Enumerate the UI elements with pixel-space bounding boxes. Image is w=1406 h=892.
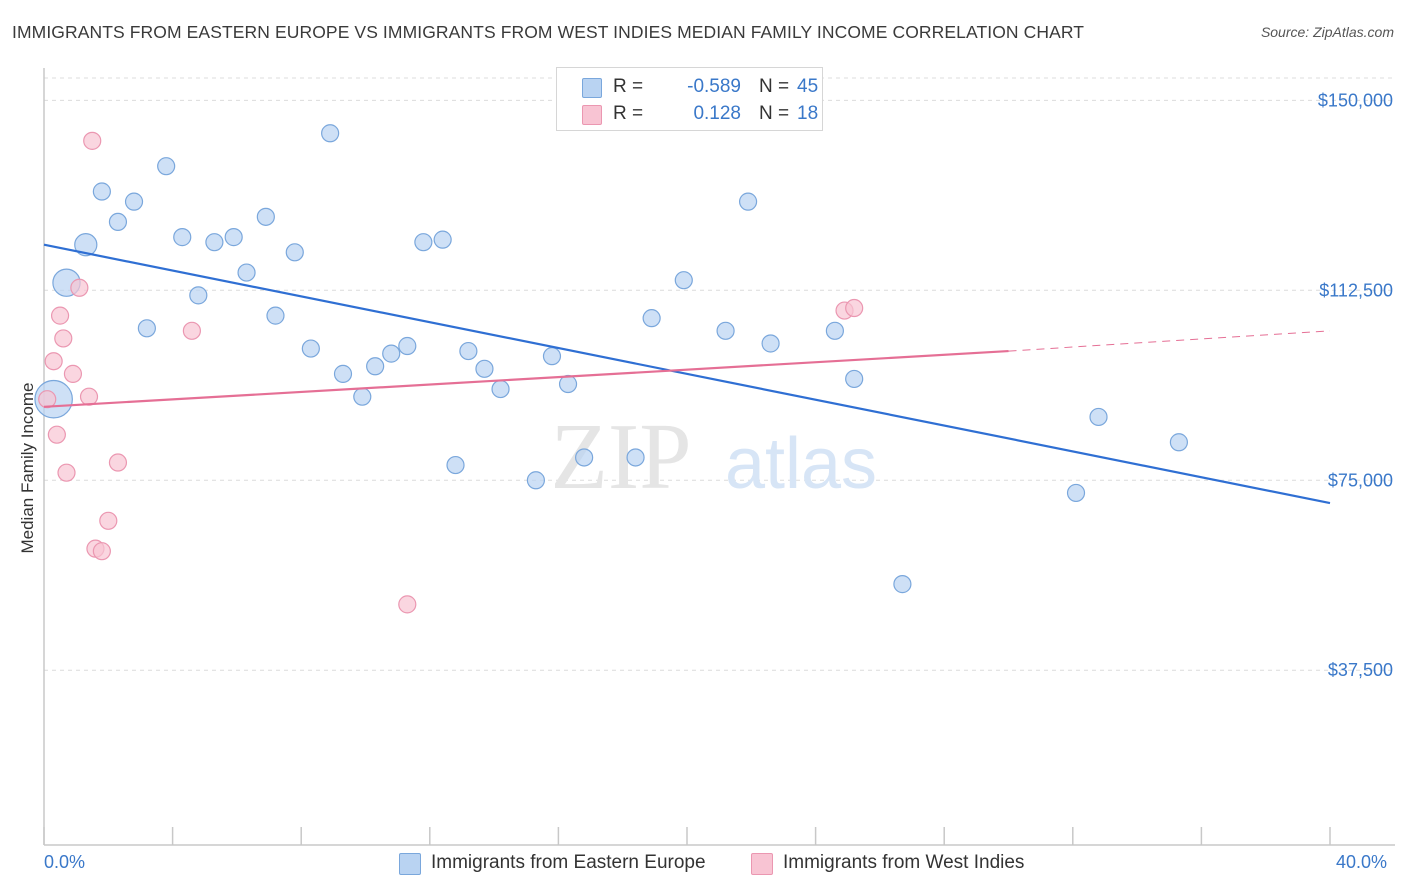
point-eastern-europe <box>558 374 578 394</box>
point-west-indies <box>92 542 111 561</box>
point-west-indies <box>47 425 66 444</box>
series-label: Immigrants from Eastern Europe <box>431 852 706 873</box>
legend-r-value: -0.589 <box>687 76 741 97</box>
point-eastern-europe <box>173 228 192 247</box>
point-eastern-europe <box>301 339 320 358</box>
point-eastern-europe <box>542 347 562 366</box>
y-tick-label: $75,000 <box>1328 470 1393 490</box>
point-eastern-europe <box>674 271 693 290</box>
source-note: Source: ZipAtlas.com <box>1260 24 1394 40</box>
point-eastern-europe <box>1066 483 1086 503</box>
point-eastern-europe <box>74 233 98 257</box>
point-eastern-europe <box>285 243 304 262</box>
correlation-legend: R = -0.589 N = 45 R = 0.128 N = 18 <box>556 67 823 131</box>
point-eastern-europe <box>575 448 594 467</box>
y-axis-title: Median Family Income <box>18 382 37 554</box>
legend-r-label: R = <box>613 103 644 124</box>
point-eastern-europe <box>845 369 864 389</box>
point-eastern-europe <box>526 471 545 490</box>
point-eastern-europe <box>738 192 758 211</box>
point-eastern-europe <box>761 334 780 353</box>
point-west-indies <box>50 306 70 325</box>
point-eastern-europe <box>353 387 372 406</box>
point-west-indies <box>54 329 73 348</box>
series-label: Immigrants from West Indies <box>783 852 1025 873</box>
point-eastern-europe <box>266 306 285 325</box>
y-tick-label: $150,000 <box>1318 90 1393 110</box>
point-eastern-europe <box>92 182 111 201</box>
point-eastern-europe <box>642 309 661 328</box>
point-eastern-europe <box>893 575 912 594</box>
point-west-indies <box>44 352 63 371</box>
point-eastern-europe <box>224 228 243 247</box>
point-eastern-europe <box>366 357 385 376</box>
axes <box>43 68 1395 846</box>
point-eastern-europe <box>382 344 401 363</box>
point-eastern-europe <box>108 212 128 232</box>
point-west-indies <box>63 364 83 383</box>
legend-swatch-pink <box>582 105 602 125</box>
y-tick-label: $37,500 <box>1328 660 1393 680</box>
y-tick-labels: $37,500 $75,000 $112,500 $150,000 <box>1318 90 1393 680</box>
point-west-indies <box>83 131 102 150</box>
legend-n-label: N = <box>759 103 790 124</box>
series-swatch-blue <box>399 853 421 875</box>
point-west-indies <box>108 453 128 472</box>
trend-lines <box>43 243 1331 505</box>
data-points <box>34 124 1188 614</box>
point-eastern-europe <box>626 448 645 467</box>
point-west-indies <box>79 387 99 406</box>
point-west-indies <box>99 511 118 530</box>
legend-n-value: 45 <box>797 76 819 97</box>
chart-title: IMMIGRANTS FROM EASTERN EUROPE VS IMMIGR… <box>12 22 1085 42</box>
point-eastern-europe <box>1169 433 1188 452</box>
point-west-indies <box>398 595 417 614</box>
legend-n-value: 18 <box>797 103 819 124</box>
legend-r-label: R = <box>613 76 644 97</box>
series-swatch-pink <box>751 853 773 875</box>
point-eastern-europe <box>237 263 256 282</box>
point-eastern-europe <box>124 192 144 211</box>
point-eastern-europe <box>321 124 340 143</box>
point-eastern-europe <box>716 321 735 340</box>
point-eastern-europe <box>475 359 494 378</box>
y-tick-label: $112,500 <box>1319 280 1393 300</box>
point-eastern-europe <box>333 364 353 383</box>
point-eastern-europe <box>446 455 465 475</box>
point-eastern-europe <box>1089 407 1108 427</box>
trendline-west-indies <box>43 349 1009 408</box>
watermark: ZIP atlas <box>551 405 878 509</box>
watermark-atlas: atlas <box>725 424 877 504</box>
point-west-indies <box>38 390 57 409</box>
point-eastern-europe <box>189 286 208 305</box>
trendline-west-indies-extension <box>1008 330 1331 352</box>
point-eastern-europe <box>157 157 176 176</box>
x-tick-label-min: 0.0% <box>44 852 86 872</box>
point-eastern-europe <box>398 336 417 356</box>
watermark-zip: ZIP <box>551 405 692 509</box>
point-eastern-europe <box>433 230 452 249</box>
point-eastern-europe <box>825 321 844 340</box>
x-tick-label-max: 40.0% <box>1336 852 1388 872</box>
legend-n-label: N = <box>759 76 790 97</box>
point-west-indies <box>70 278 89 297</box>
trendline-eastern-europe <box>43 243 1331 505</box>
point-eastern-europe <box>459 341 478 361</box>
point-eastern-europe <box>256 207 275 226</box>
gridlines <box>44 77 1395 671</box>
point-eastern-europe <box>137 319 156 338</box>
legend-swatch-blue <box>582 78 602 98</box>
point-west-indies <box>182 321 201 340</box>
point-eastern-europe <box>414 233 433 252</box>
point-eastern-europe <box>205 233 224 252</box>
legend-r-value: 0.128 <box>693 103 741 124</box>
point-eastern-europe <box>491 379 510 399</box>
point-west-indies <box>57 463 76 482</box>
point-west-indies <box>845 298 864 318</box>
